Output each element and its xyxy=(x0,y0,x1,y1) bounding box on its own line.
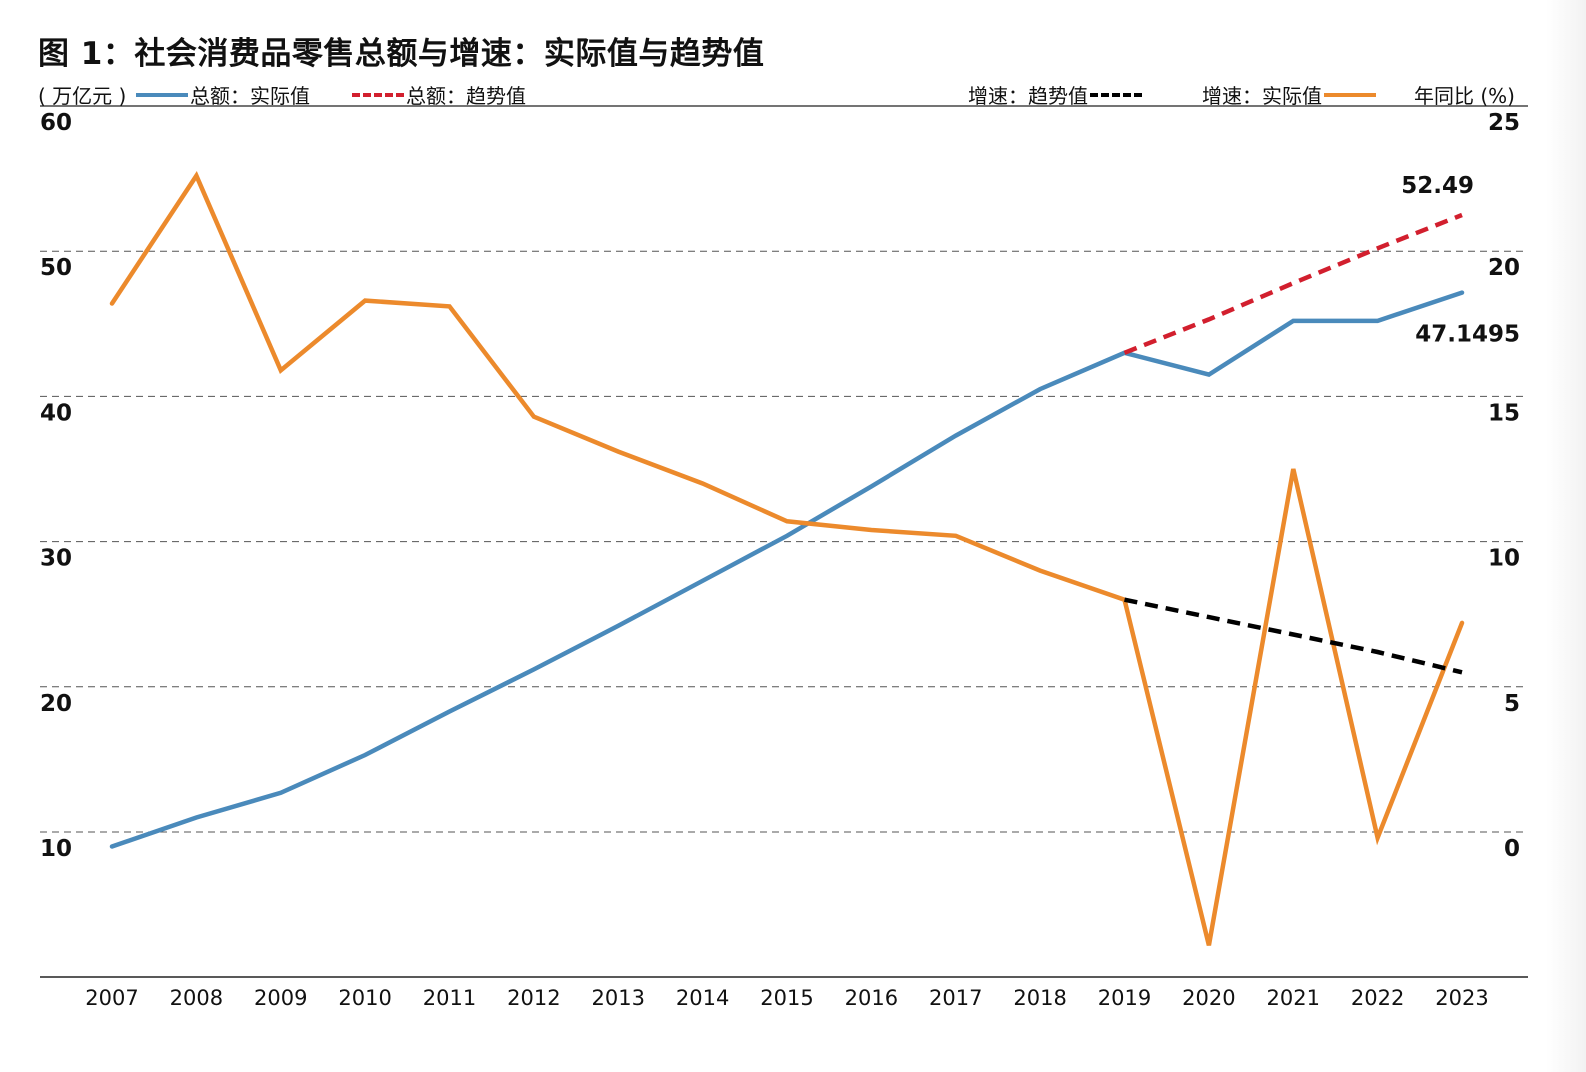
series-line-total-trend xyxy=(1123,212,1463,355)
chart-title: 图 1：社会消费品零售总额与增速：实际值与趋势值 xyxy=(38,36,765,72)
annotation-actual-value: 47.1495 xyxy=(1415,322,1520,348)
x-axis-tick-label: 2016 xyxy=(845,986,898,1010)
right-axis-tick-label: 10 xyxy=(1488,546,1520,572)
x-axis-tick-label: 2010 xyxy=(338,986,391,1010)
page-edge-shadow xyxy=(1546,0,1586,1072)
legend-total-actual: 总额：实际值 xyxy=(134,80,310,109)
legend-swatch-total-trend xyxy=(352,92,404,97)
x-axis-tick-label: 2008 xyxy=(170,986,223,1010)
x-axis-tick-label: 2018 xyxy=(1013,986,1066,1010)
x-axis-tick-label: 2012 xyxy=(507,986,560,1010)
legend-label-total-actual: 总额：实际值 xyxy=(190,84,310,108)
x-axis-tick-label: 2009 xyxy=(254,986,307,1010)
legend-swatch-growth-actual xyxy=(1324,92,1376,97)
left-axis-tick-label: 50 xyxy=(40,255,72,281)
left-axis-tick-label: 60 xyxy=(40,110,72,136)
x-axis-tick-label: 2015 xyxy=(760,986,813,1010)
annotation-trend-value: 52.49 xyxy=(1401,173,1474,199)
left-axis-tick-label: 10 xyxy=(40,836,72,862)
right-axis-tick-label: 5 xyxy=(1504,691,1520,717)
legend-growth-actual: 增速：实际值 xyxy=(1202,80,1378,109)
x-axis-tick-label: 2021 xyxy=(1267,986,1320,1010)
x-axis-tick-label: 2007 xyxy=(85,986,138,1010)
right-axis-tick-label: 20 xyxy=(1488,255,1520,281)
x-axis-tick-label: 2022 xyxy=(1351,986,1404,1010)
x-axis-tick-label: 2019 xyxy=(1098,986,1151,1010)
left-axis-unit: ( 万亿元 ) xyxy=(38,84,127,108)
series-line-growth-actual xyxy=(109,170,1465,946)
x-axis-tick-label: 2011 xyxy=(423,986,476,1010)
legend-total-trend: 总额：趋势值 xyxy=(350,80,526,109)
legend-label-total-trend: 总额：趋势值 xyxy=(406,84,526,108)
left-axis-tick-label: 30 xyxy=(40,546,72,572)
x-axis-tick-label: 2014 xyxy=(676,986,729,1010)
legend-label-growth-actual: 增速：实际值 xyxy=(1202,84,1322,108)
left-axis-tick-label: 40 xyxy=(40,400,72,426)
legend-growth-trend: 增速：趋势值 xyxy=(968,80,1144,109)
right-axis-tick-label: 15 xyxy=(1488,400,1520,426)
series-line-total-actual xyxy=(109,290,1465,849)
right-axis-tick-label: 0 xyxy=(1504,836,1520,862)
x-axis-tick-label: 2017 xyxy=(929,986,982,1010)
x-axis-tick-label: 2023 xyxy=(1435,986,1488,1010)
right-axis-unit: 年同比 (%) xyxy=(1414,84,1515,108)
legend-swatch-total-actual xyxy=(136,92,188,97)
left-axis-tick-label: 20 xyxy=(40,691,72,717)
series-line-growth-trend xyxy=(1124,597,1463,675)
legend-swatch-growth-trend xyxy=(1090,92,1142,97)
x-axis-tick-label: 2020 xyxy=(1182,986,1235,1010)
right-axis-tick-label: 25 xyxy=(1488,110,1520,136)
x-axis-tick-label: 2013 xyxy=(592,986,645,1010)
legend-label-growth-trend: 增速：趋势值 xyxy=(968,84,1088,108)
